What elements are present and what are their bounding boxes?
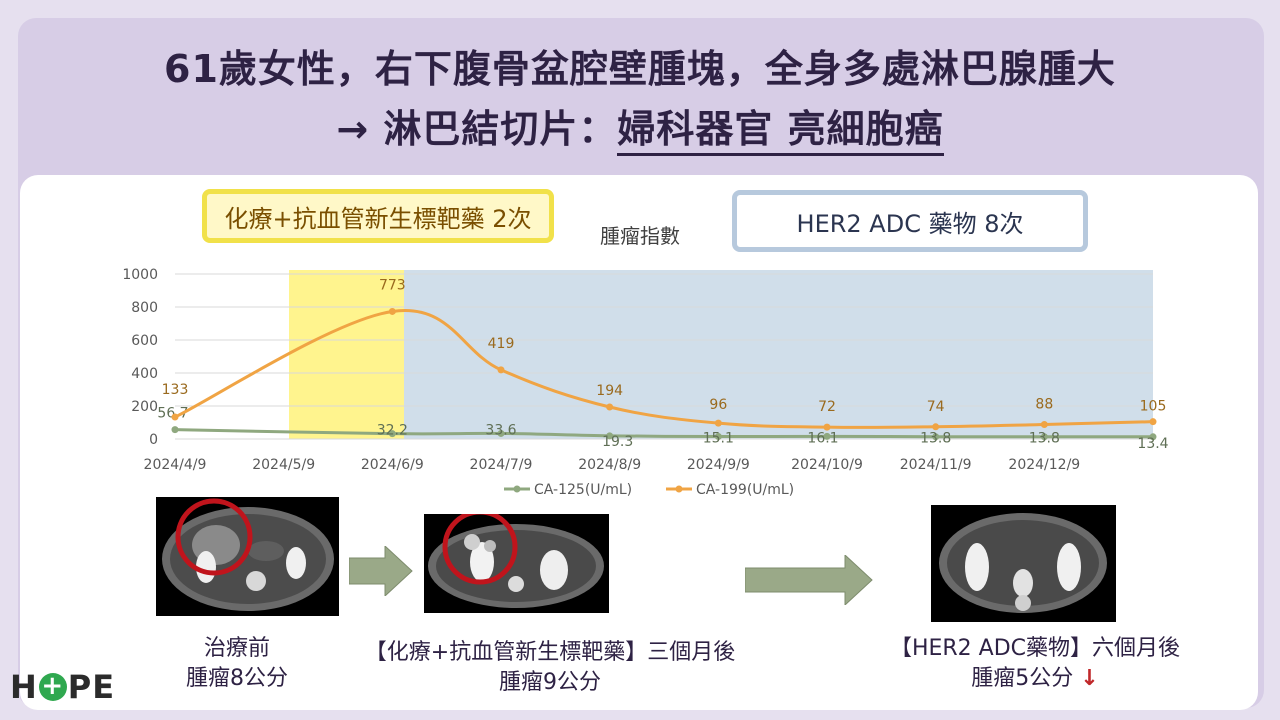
logo-text-right: PE [67,668,116,706]
x-tick-label: 2024/5/9 [252,457,315,473]
data-point [171,426,179,434]
caption-after-adc-size: 腫瘤5公分 [971,666,1074,691]
phase2-treatment-tag: HER2 ADC 藥物 8次 [732,190,1088,252]
data-point [714,419,722,427]
caption-after-adc-line2: 腫瘤5公分 ↓ [870,664,1200,694]
data-point [932,433,940,441]
x-tick-label: 2024/6/9 [361,457,424,473]
x-tick-label: 2024/12/9 [1008,457,1080,473]
caption-before-line2: 腫瘤8公分 [186,666,288,691]
data-label: 16.1 [807,430,838,446]
data-point [388,430,396,438]
ct-scan-after-adc [931,505,1116,622]
data-label: 74 [927,399,945,415]
title-prefix: → 淋巴結切片： [336,107,618,151]
phase1-treatment-tag: 化療+抗血管新生標靶藥 2次 [202,189,554,243]
caption-before-line1: 治療前 [203,636,270,661]
slide-title-line1: 61歲女性，右下腹骨盆腔壁腫塊，全身多處淋巴腺腫大 [164,47,1116,91]
progress-arrow-2 [745,555,873,605]
x-tick-label: 2024/11/9 [900,457,972,473]
legend-label: CA-199(U/mL) [696,482,794,498]
data-point [932,423,940,431]
data-point [823,432,831,440]
caption-after-chemo-line2: 腫瘤9公分 [499,670,601,695]
y-tick-label: 0 [149,432,158,448]
data-label: 773 [379,277,406,293]
treatment-band-2 [404,270,1153,439]
data-label: 33.6 [485,422,516,438]
legend-label: CA-125(U/mL) [534,482,632,498]
data-point [1040,433,1048,441]
y-tick-label: 800 [131,300,158,316]
data-point [497,429,505,437]
data-label: 88 [1035,396,1053,412]
y-tick-label: 200 [131,399,158,415]
data-label: 105 [1140,399,1167,415]
data-label: 13.4 [1137,436,1168,452]
logo-text-left: H [10,668,38,706]
chart-title: 腫瘤指數 [600,224,680,248]
data-point [497,366,505,374]
ct-scan-after-chemo [424,514,609,613]
data-point [1149,433,1157,441]
y-tick-label: 1000 [122,267,158,283]
ct-scan-before [156,497,339,616]
x-tick-label: 2024/9/9 [687,457,750,473]
data-point [823,423,831,431]
decrease-arrow-icon: ↓ [1080,666,1099,691]
y-tick-label: 600 [131,333,158,349]
data-point [171,413,179,421]
caption-before: 治療前 腫瘤8公分 [152,634,322,694]
data-label: 96 [709,397,727,413]
data-point [388,307,396,315]
caption-after-chemo: 【化療+抗血管新生標靶藥】三個月後 腫瘤9公分 [340,638,760,698]
hope-logo: H + PE [10,668,116,706]
data-label: 19.3 [602,434,633,450]
data-label: 133 [162,382,189,398]
data-label: 32.2 [377,423,408,439]
x-tick-label: 2024/8/9 [578,457,641,473]
x-tick-label: 2024/7/9 [470,457,533,473]
data-label: 56.7 [157,406,188,422]
caption-after-adc-line1: 【HER2 ADC藥物】六個月後 [889,636,1181,661]
data-label: 15.1 [703,431,734,447]
data-point [1040,420,1048,428]
caption-after-adc: 【HER2 ADC藥物】六個月後 腫瘤5公分 ↓ [870,634,1200,694]
data-point [714,433,722,441]
data-label: 194 [596,383,623,399]
caption-after-chemo-line1: 【化療+抗血管新生標靶藥】三個月後 [364,640,736,665]
x-tick-label: 2024/4/9 [144,457,207,473]
legend-marker [675,485,683,493]
data-point [1149,418,1157,426]
data-point [606,432,614,440]
slide-title-line2: → 淋巴結切片：婦科器官 亮細胞癌 [0,98,1280,156]
treatment-band-1 [289,270,404,439]
diagnosis-text: 婦科器官 亮細胞癌 [617,107,944,156]
data-label: 13.8 [920,431,951,447]
progress-arrow-1 [349,546,413,596]
data-label: 72 [818,399,836,415]
y-tick-label: 400 [131,366,158,382]
data-label: 419 [488,336,515,352]
medical-cross-icon: + [38,673,67,701]
x-tick-label: 2024/10/9 [791,457,863,473]
data-label: 13.8 [1029,431,1060,447]
legend-marker [513,485,521,493]
data-point [606,403,614,411]
